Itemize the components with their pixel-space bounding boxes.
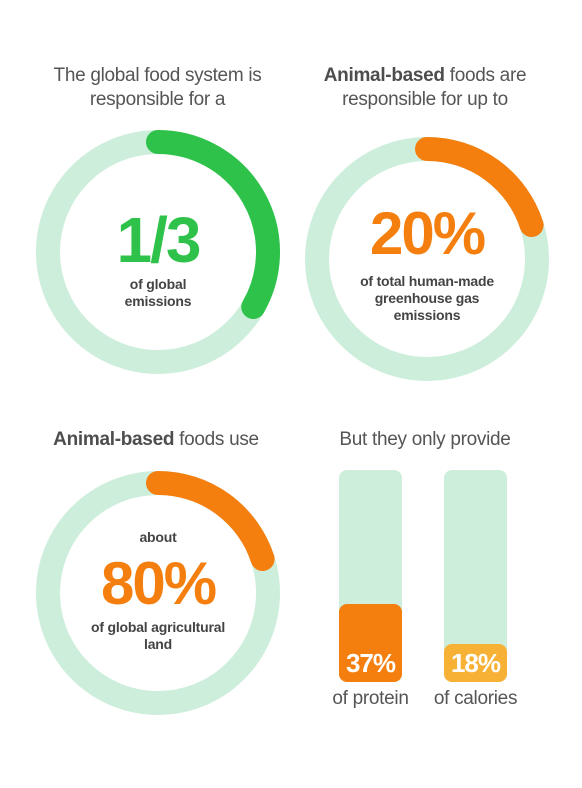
heading-bold: Animal-based xyxy=(323,65,445,86)
caption-food-system: of global emissions xyxy=(124,276,192,309)
heading-bold: Animal-based xyxy=(53,429,175,450)
heading-provide: But they only provide xyxy=(339,429,511,450)
donut-arc xyxy=(146,130,280,319)
caption-animal-emissions: of total human-made greenhouse gas emiss… xyxy=(360,273,494,323)
bar-track-calories: 18% xyxy=(444,470,507,682)
caption-animal-land: of global agricultural land xyxy=(90,619,226,652)
bar-track-protein: 37% xyxy=(339,470,402,682)
heading-food-system: The global food system is responsible fo… xyxy=(53,65,262,110)
donut-arc xyxy=(415,137,544,238)
bar-label-protein: of protein xyxy=(332,688,409,709)
bar-label-calories: of calories xyxy=(433,688,518,709)
bar-protein xyxy=(339,604,402,682)
bar-value-calories: 18% xyxy=(450,648,501,678)
precaption-animal-land: about xyxy=(139,529,177,545)
value-animal-emissions: 20% xyxy=(369,200,486,267)
bar-value-protein: 37% xyxy=(345,648,396,678)
bar-calories xyxy=(444,644,507,682)
value-animal-land: 80% xyxy=(100,550,217,617)
heading-animal-land: Animal-based foods use xyxy=(53,429,259,450)
heading-animal-emissions: Animal-based foods are responsible for u… xyxy=(323,65,527,110)
donut-arc xyxy=(146,471,275,572)
value-food-system: 1/3 xyxy=(116,204,202,276)
